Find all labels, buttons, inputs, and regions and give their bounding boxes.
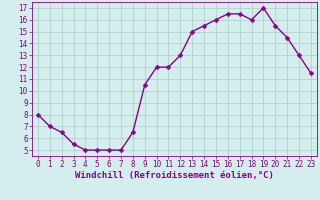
X-axis label: Windchill (Refroidissement éolien,°C): Windchill (Refroidissement éolien,°C) <box>75 171 274 180</box>
